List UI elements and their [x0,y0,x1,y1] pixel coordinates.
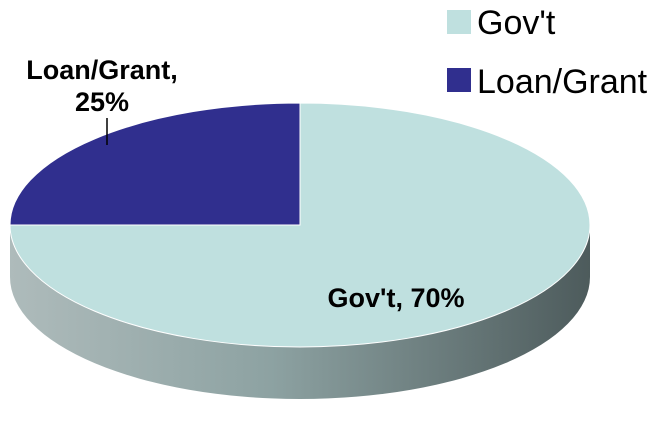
legend-label-loan-grant: Loan/Grant [477,63,648,101]
pie-slice-govt [9,102,591,348]
pie-slice-loan-grant [9,102,301,226]
data-label-govt: Gov't, 70% [328,283,465,313]
legend: Gov't Loan/Grant [447,4,648,101]
legend-swatch-loan-grant [447,68,471,92]
legend-label-govt: Gov't [477,4,556,42]
legend-swatch-govt [447,10,471,34]
data-label-loan-grant-name: Loan/Grant, [26,55,178,85]
data-label-loan-grant-value: 25% [75,87,129,117]
pie-side-wall [10,225,590,399]
